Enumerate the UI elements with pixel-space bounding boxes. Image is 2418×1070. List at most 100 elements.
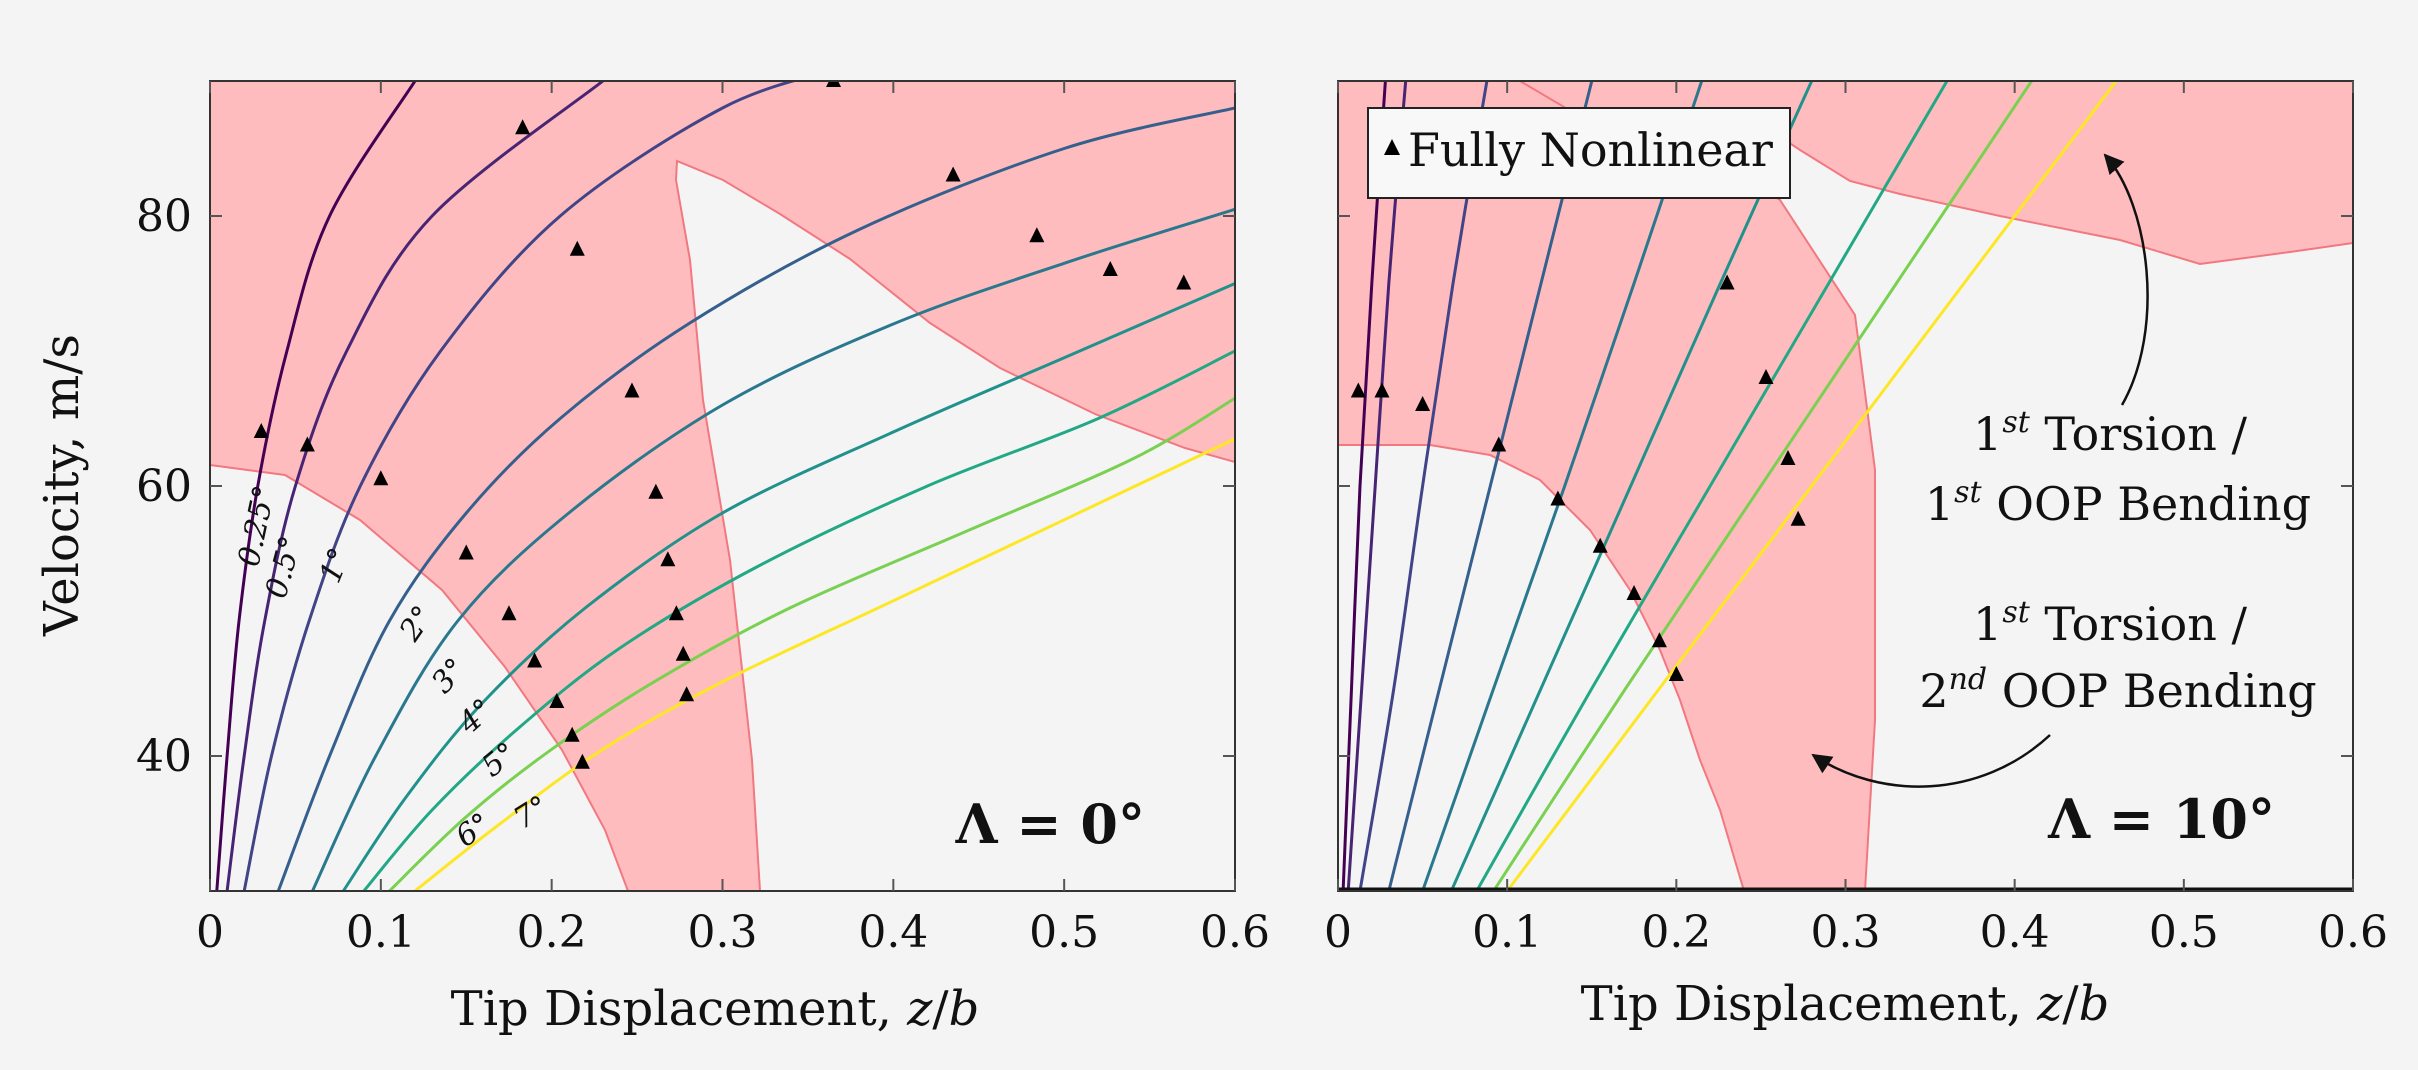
marker-point-right-2 [1415,396,1431,411]
marker-point-left-2 [373,470,389,486]
y-axis-label: Velocity, m/s [34,334,90,637]
marker-point-right-1 [1374,382,1390,398]
x-axis-label-right: Tip Displacement, z/b [1581,976,2110,1032]
x-ticks-right: 0 0.1 0.2 0.3 0.4 0.5 0.6 [1324,81,2388,958]
plot-area-left [210,81,1235,891]
marker-point-left-20 [1102,261,1118,276]
annotation-torsion-2nd: 1st Torsion / 2nd OOP Bending [1811,595,2317,788]
series-group-right [1341,81,2118,891]
marker-point-right-9 [1719,274,1735,290]
series-line-right-5 [1449,81,1814,891]
legend-box [1367,107,1791,199]
y-ticks-right [1338,215,2353,757]
y-tick-label-left-1: 60 [136,461,192,512]
series-line-left-0 [215,81,417,891]
marker-point-right-12 [1790,510,1806,526]
marker-point-left-8 [574,753,590,769]
marker-point-left-11 [624,382,640,398]
contour-label-1: 1° [313,543,358,588]
panel-left: 0 0.1 0.2 0.3 0.4 0.5 0.6 40 60 80 Tip Displacem… [34,80,1270,1037]
x-tick-label-right-6: 0.6 [2318,907,2388,958]
series-line-right-1 [1346,81,1408,891]
marker-point-left-21 [1176,274,1192,290]
annotation-2-arrow [1811,734,2051,788]
series-line-left-4 [311,207,1235,891]
series-line-left-2 [242,81,799,891]
series-line-right-4 [1421,81,1704,891]
marker-point-right-10 [1758,369,1774,384]
panel-title-left: Λ = 0° [955,792,1145,856]
marker-point-left-17 [826,81,842,87]
marker-point-left-16 [679,686,695,702]
marker-point-left-0 [253,423,269,438]
x-tick-label-right-3: 0.3 [1811,907,1881,958]
marker-point-left-19 [1029,227,1045,243]
marker-point-left-12 [648,483,664,499]
panel-right: 0 0.1 0.2 0.3 0.4 0.5 0.6 Tip Displacement, z/… [1324,80,2388,1032]
marker-point-right-0 [1350,382,1366,398]
series-group-left [215,81,1235,891]
marker-point-left-1 [299,436,315,452]
annotation-torsion-1st: 1st Torsion / 1st OOP Bending [1925,153,2311,531]
marker-point-left-3 [458,544,474,560]
marker-point-left-9 [515,119,531,135]
series-line-left-1 [225,81,604,891]
plot-area-right [1338,81,2353,891]
marker-point-right-3 [1491,436,1507,452]
marker-point-right-11 [1780,450,1796,465]
x-tick-label-left-0: 0 [196,907,224,958]
series-line-right-6 [1475,81,1949,891]
x-tick-label-left-6: 0.6 [1200,907,1270,958]
x-tick-label-left-4: 0.4 [858,907,928,958]
y-tick-label-left-2: 80 [136,191,192,242]
series-line-right-2 [1358,81,1489,891]
annotation-2-line1: 1st Torsion / [1973,595,2247,651]
marker-point-left-7 [564,726,580,742]
series-line-left-8 [414,437,1235,891]
series-line-left-3 [276,106,1235,891]
annotation-1-line1: 1st Torsion / [1973,405,2247,461]
marker-point-right-6 [1626,585,1642,600]
series-line-right-8 [1506,81,2118,891]
marker-point-left-6 [549,693,565,708]
marker-point-left-18 [945,166,961,182]
marker-point-right-7 [1651,632,1667,648]
x-tick-label-right-4: 0.4 [1980,907,2050,958]
panel-title-right: Λ = 10° [2047,787,2275,851]
marker-point-left-5 [527,652,543,668]
markers-group-left [253,81,1192,769]
legend-label: Fully Nonlinear [1408,123,1773,177]
marker-point-right-5 [1592,537,1608,553]
marker-point-left-4 [501,605,517,621]
y-ticks-left: 40 60 80 [136,191,1235,782]
x-tick-label-right-2: 0.2 [1641,907,1711,958]
marker-point-left-15 [675,645,691,661]
series-line-left-7 [388,397,1235,891]
x-tick-label-left-3: 0.3 [688,907,758,958]
x-tick-label-right-0: 0 [1324,907,1352,958]
contour-label-2: 2° [392,600,441,649]
series-line-right-3 [1387,81,1594,891]
y-tick-label-left-0: 40 [136,731,192,782]
contour-label-6: 6° [450,806,498,854]
x-tick-label-left-1: 0.1 [346,907,416,958]
unstable-regions-left [210,81,1235,891]
series-line-right-0 [1341,81,1387,891]
contour-label-7: 7° [508,789,555,837]
x-tick-label-left-5: 0.5 [1029,907,1099,958]
marker-point-left-14 [668,605,684,621]
series-line-left-5 [342,282,1235,891]
series-line-left-6 [362,349,1235,891]
marker-point-left-10 [569,240,585,256]
x-tick-label-right-1: 0.1 [1472,907,1542,958]
unstable-region-left-upper [210,81,1235,891]
annotation-2-line2: 2nd OOP Bending [1919,662,2316,718]
contour-label-4: 4° [451,692,500,741]
x-tick-label-right-5: 0.5 [2149,907,2219,958]
x-ticks-left: 0 0.1 0.2 0.3 0.4 0.5 0.6 [196,81,1270,958]
marker-point-left-13 [660,551,676,567]
legend: Fully Nonlinear [1367,107,1791,199]
annotation-1-arrow [2103,153,2149,406]
x-tick-label-left-2: 0.2 [517,907,587,958]
